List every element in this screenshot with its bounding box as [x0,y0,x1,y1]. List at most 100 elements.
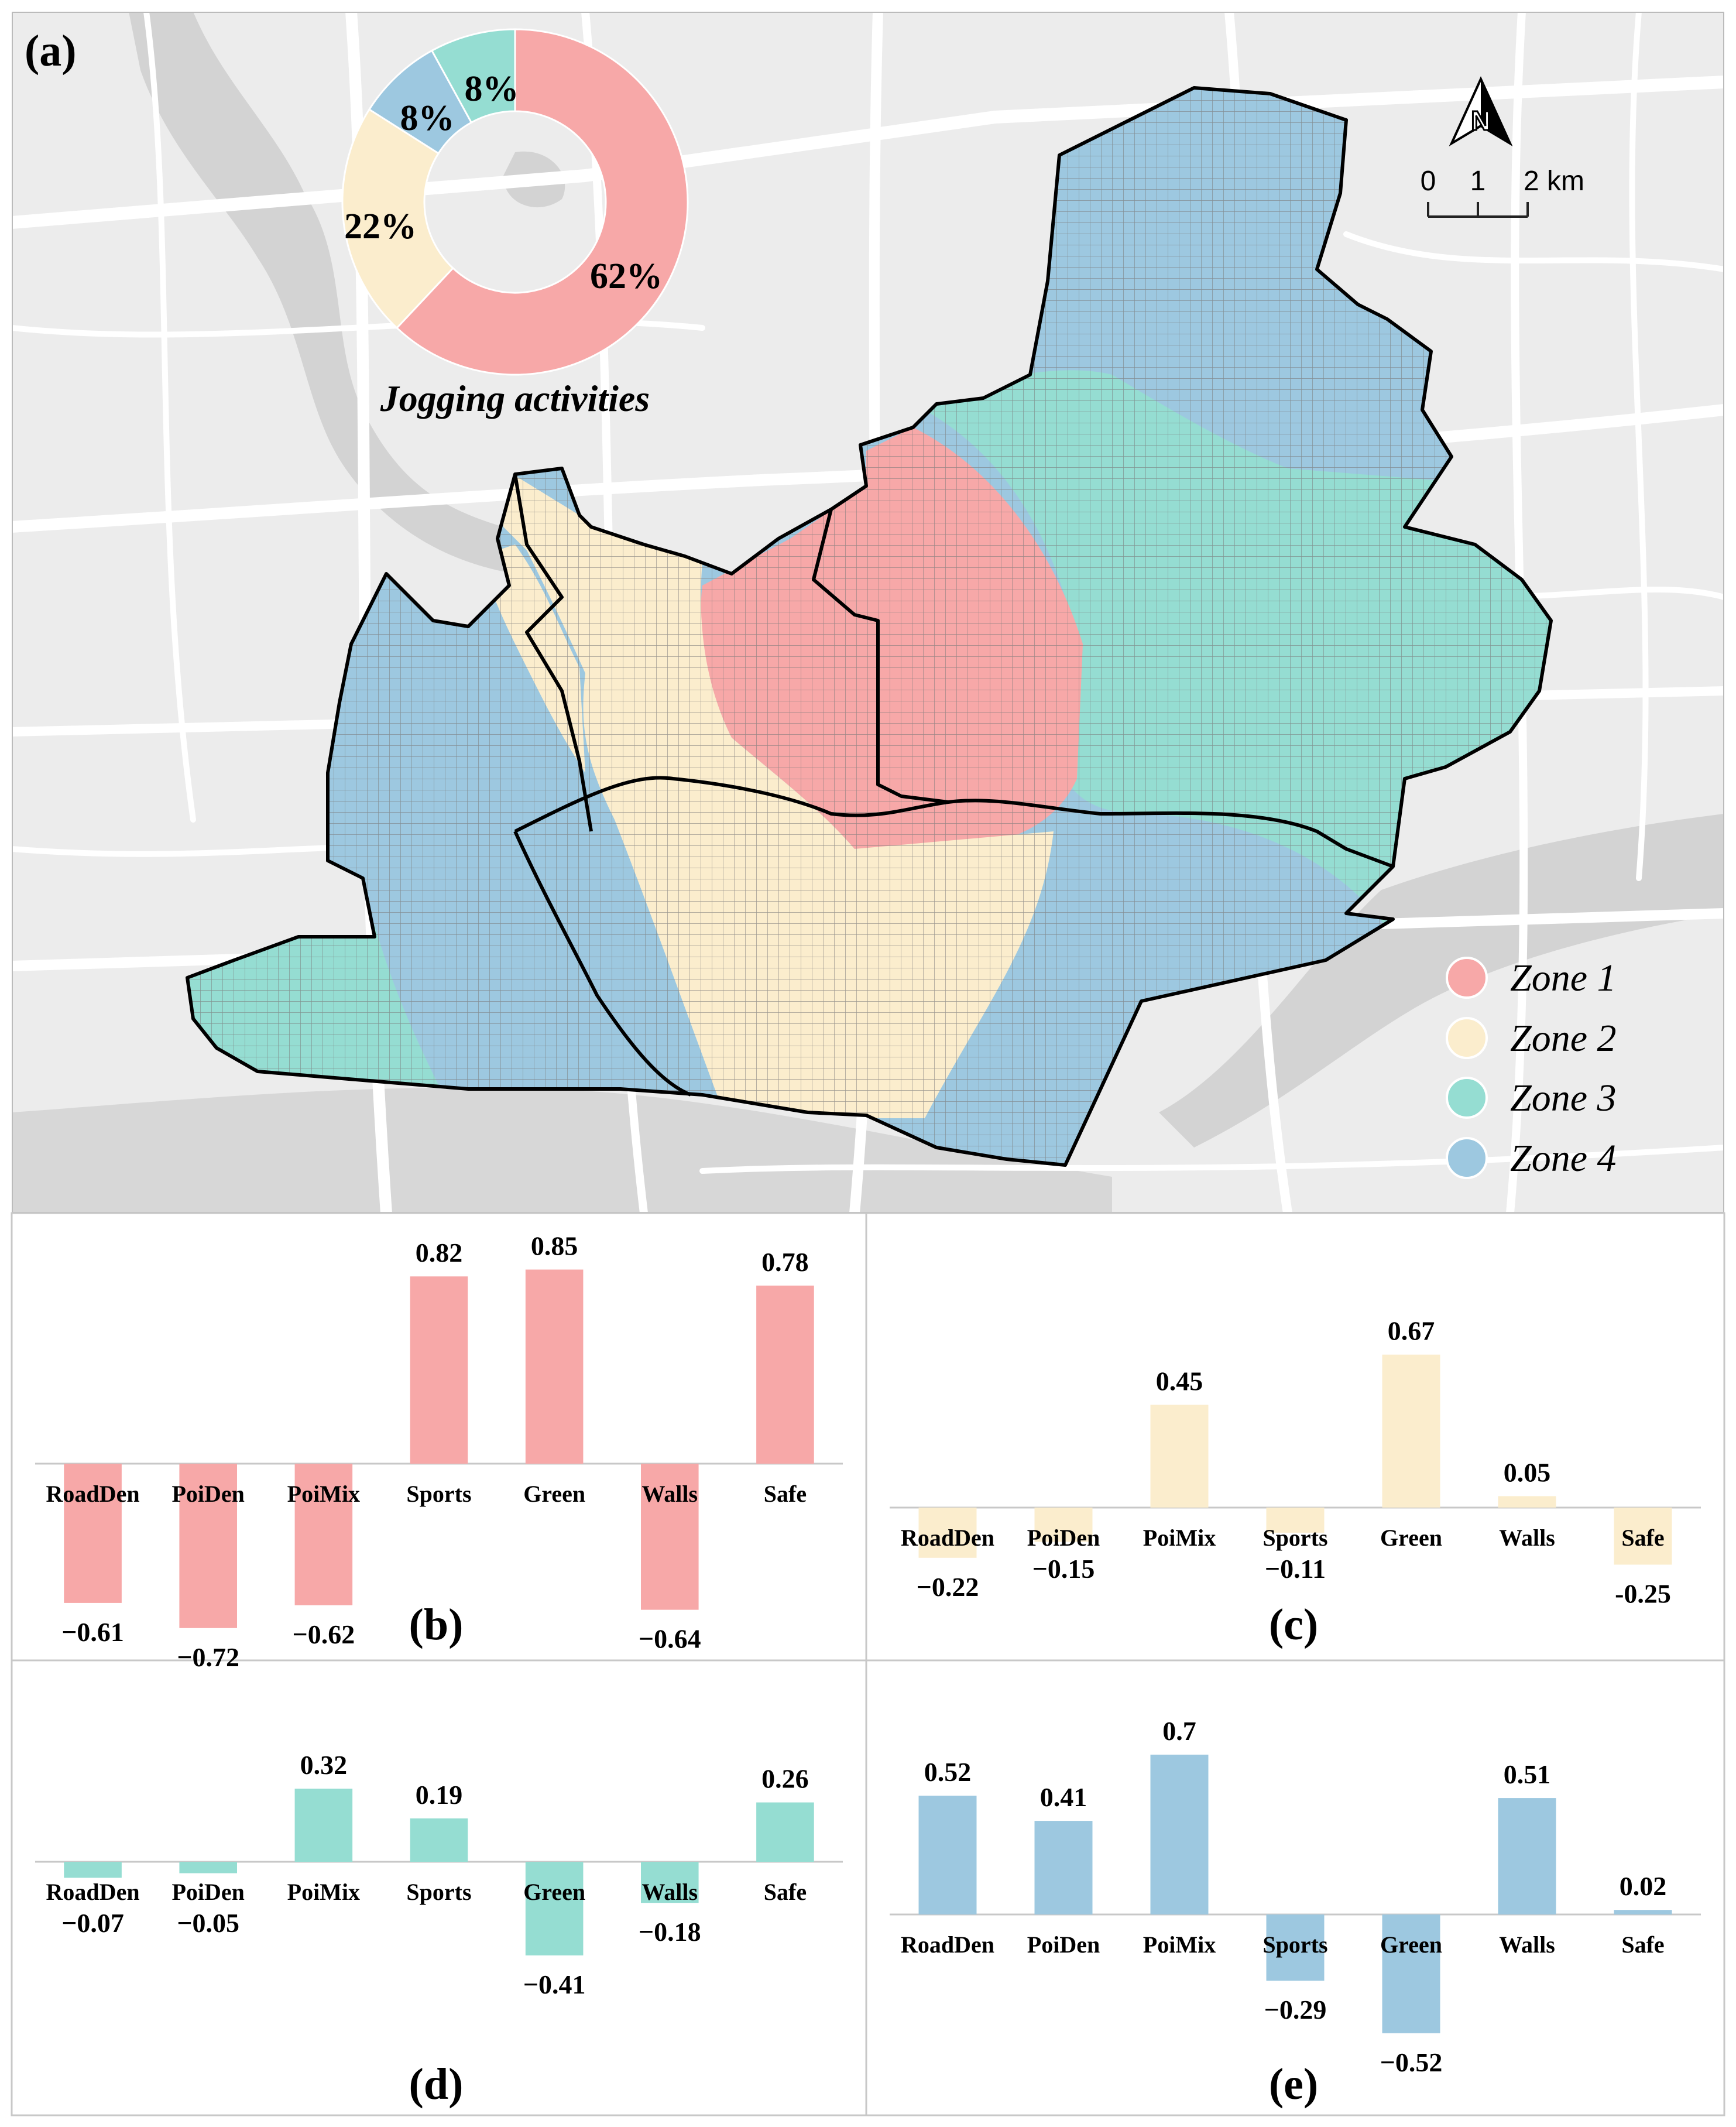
study-area-outline [186,86,1553,1167]
bar-chart-e: RoadDen 0.52 PoiDen 0.41 PoiMix 0.7 Sports −0.2… [890,1716,1701,2109]
category-label-safe: Safe [1621,1931,1664,1958]
category-label-roadden: RoadDen [46,1879,140,1905]
value-label-roadden: −0.61 [61,1617,124,1647]
north-arrow: N [1449,76,1513,147]
donut-slice-zone-1 [395,28,689,376]
district-boundary-middle [514,776,1394,868]
water-bodies [12,12,1724,1213]
scale-tick-1: 1 [1470,166,1486,197]
bar-chart-b: RoadDen −0.61 PoiDen −0.72 PoiMix −0.62 Sports… [35,1231,843,1672]
category-label-green: Green [1380,1931,1442,1958]
value-label-green: 0.67 [1388,1316,1435,1346]
value-label-poimix: 0.45 [1156,1366,1203,1396]
bar-walls [641,1862,699,1903]
bar-green [1382,1914,1440,2033]
category-label-safe: Safe [764,1481,807,1507]
value-label-roadden: −0.22 [917,1572,979,1602]
legend-label-zone-4: Zone 4 [1510,1137,1617,1180]
category-label-roadden: RoadDen [901,1931,994,1958]
river-south [12,1088,1112,1213]
zone-legend: Zone 1 Zone 2 Zone 3 Zone 4 [1446,957,1617,1180]
category-label-green: Green [523,1481,585,1507]
value-label-sports: −0.29 [1264,1995,1327,2025]
value-label-roadden: 0.52 [924,1757,972,1787]
jogging-donut-chart: 62% 22% 8%8% [341,28,689,376]
river-northwest [129,12,515,574]
bar-sports [1266,1508,1325,1533]
legend-swatch-zone-2 [1446,1017,1488,1059]
value-label-safe: 0.02 [1620,1871,1667,1901]
category-label-safe: Safe [1621,1525,1664,1551]
value-label-poiden: 0.41 [1040,1782,1087,1812]
value-label-walls: 0.51 [1504,1759,1551,1789]
bar-poiden [1034,1821,1093,1914]
scale-tick-2: 2 km [1524,166,1584,197]
bar-poimix [294,1789,353,1862]
bar-roadden [918,1796,977,1914]
value-label-walls: −0.18 [639,1917,701,1947]
donut-title: Jogging activities [380,378,650,419]
category-label-poiden: PoiDen [1027,1931,1100,1958]
donut-label-zone-2: 22% [344,207,417,246]
category-label-poimix: PoiMix [1143,1931,1216,1958]
bar-green [525,1269,584,1464]
bar-chart-d: RoadDen −0.07 PoiDen −0.05 PoiMix 0.32 Sports 0… [35,1750,843,2109]
bar-panels-frame [11,1212,1725,2116]
bar-walls [1498,1496,1556,1508]
value-label-poimix: 0.7 [1162,1716,1196,1746]
bar-safe [756,1285,814,1464]
bar-walls [641,1464,699,1610]
bar-sports [410,1818,468,1862]
category-label-walls: Walls [641,1879,698,1905]
bar-safe [756,1802,814,1862]
bar-poimix [1150,1405,1209,1508]
bar-green [525,1862,584,1955]
value-label-poiden: −0.72 [177,1642,239,1672]
category-label-poimix: PoiMix [287,1879,360,1905]
value-label-walls: −0.64 [639,1624,701,1654]
donut-label-zone-4: 8% [400,98,455,138]
value-label-walls: 0.05 [1504,1458,1551,1488]
panel-label: (b) [409,1600,464,1649]
category-label-poimix: PoiMix [1143,1525,1216,1551]
zone-boundaries [186,86,1553,1167]
bar-walls [1498,1798,1556,1914]
category-label-poiden: PoiDen [1027,1525,1100,1551]
bar-poiden [179,1862,237,1873]
category-label-walls: Walls [1499,1525,1555,1551]
legend-item-zone-3: Zone 3 [1446,1077,1617,1119]
category-label-walls: Walls [641,1481,698,1507]
legend-label-zone-2: Zone 2 [1510,1017,1617,1060]
category-label-sports: Sports [1262,1931,1327,1958]
donut-slice-zone-2 [341,108,455,330]
river-southeast [1159,814,1724,1148]
district-boundary-west [513,474,593,832]
category-label-walls: Walls [1499,1931,1555,1958]
value-label-roadden: −0.07 [61,1908,124,1938]
legend-label-zone-3: Zone 3 [1510,1077,1617,1119]
scale-bar: 0 1 2 km [1421,166,1584,218]
category-label-poimix: PoiMix [287,1481,360,1507]
bar-poimix [1150,1755,1209,1914]
bar-sports [1266,1914,1325,1981]
category-label-sports: Sports [1262,1525,1327,1551]
legend-swatch-zone-1 [1446,957,1488,999]
north-arrow-letter: N [1471,105,1490,136]
legend-item-zone-2: Zone 2 [1446,1017,1617,1060]
value-label-green: 0.85 [531,1231,578,1261]
bar-green [1382,1354,1440,1508]
category-label-roadden: RoadDen [46,1481,140,1507]
category-label-sports: Sports [406,1481,471,1507]
bar-poimix [294,1464,353,1605]
value-label-safe: -0.25 [1615,1579,1671,1609]
scale-tick-0: 0 [1421,166,1436,197]
panel-label: (c) [1269,1600,1318,1649]
scale-bar-line [1427,202,1529,218]
district-boundary-south [513,830,692,1097]
bar-sports [410,1276,468,1464]
category-label-poiden: PoiDen [171,1879,244,1905]
donut-label-zone-1: 62% [590,256,663,296]
category-label-green: Green [523,1879,585,1905]
map-panel-label: (a) [25,26,77,76]
category-label-poiden: PoiDen [171,1481,244,1507]
